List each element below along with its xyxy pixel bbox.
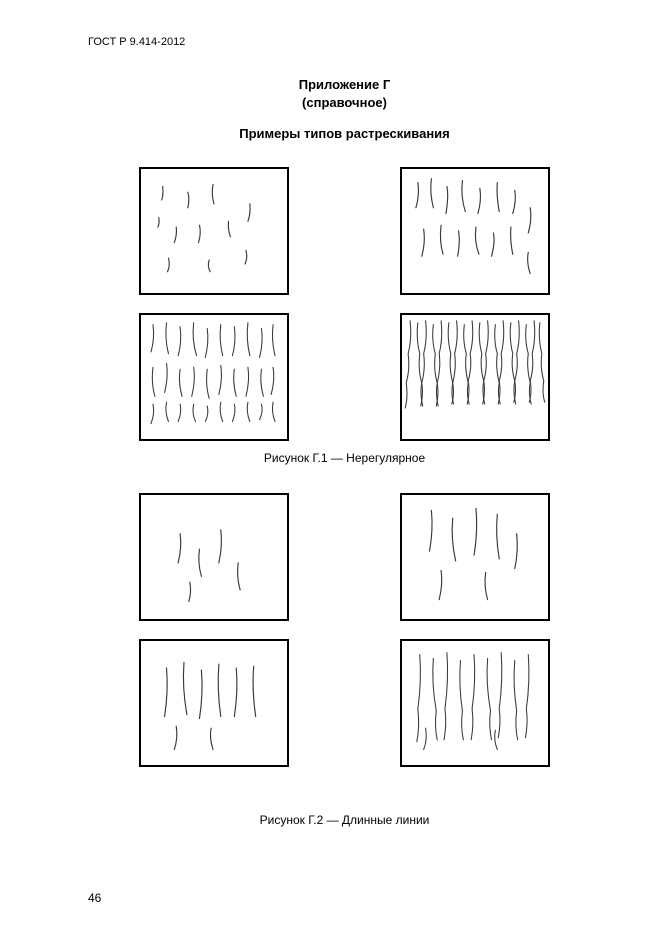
document-id: ГОСТ Р 9.414-2012 <box>88 36 601 48</box>
section-title: Примеры типов растрескивания <box>88 126 601 141</box>
figure-g2-panel-2 <box>400 493 550 621</box>
figure-g2-caption: Рисунок Г.2 — Длинные линии <box>88 813 601 827</box>
appendix-title-line1: Приложение Г <box>299 77 390 92</box>
figure-g1-panel-1 <box>139 167 289 295</box>
figure-g2-panel-1 <box>139 493 289 621</box>
page-number: 46 <box>88 891 101 905</box>
appendix-title-line2: (справочное) <box>302 95 387 110</box>
figure-g2-grid <box>88 493 601 767</box>
appendix-heading: Приложение Г (справочное) <box>88 76 601 112</box>
figure-g1-panel-4 <box>400 313 550 441</box>
figure-g1-panel-2 <box>400 167 550 295</box>
figure-g2-panel-3 <box>139 639 289 767</box>
figure-g2-panel-4 <box>400 639 550 767</box>
figure-g1-grid <box>88 167 601 441</box>
figure-g1-caption: Рисунок Г.1 — Нерегулярное <box>88 451 601 465</box>
figure-g1-panel-3 <box>139 313 289 441</box>
